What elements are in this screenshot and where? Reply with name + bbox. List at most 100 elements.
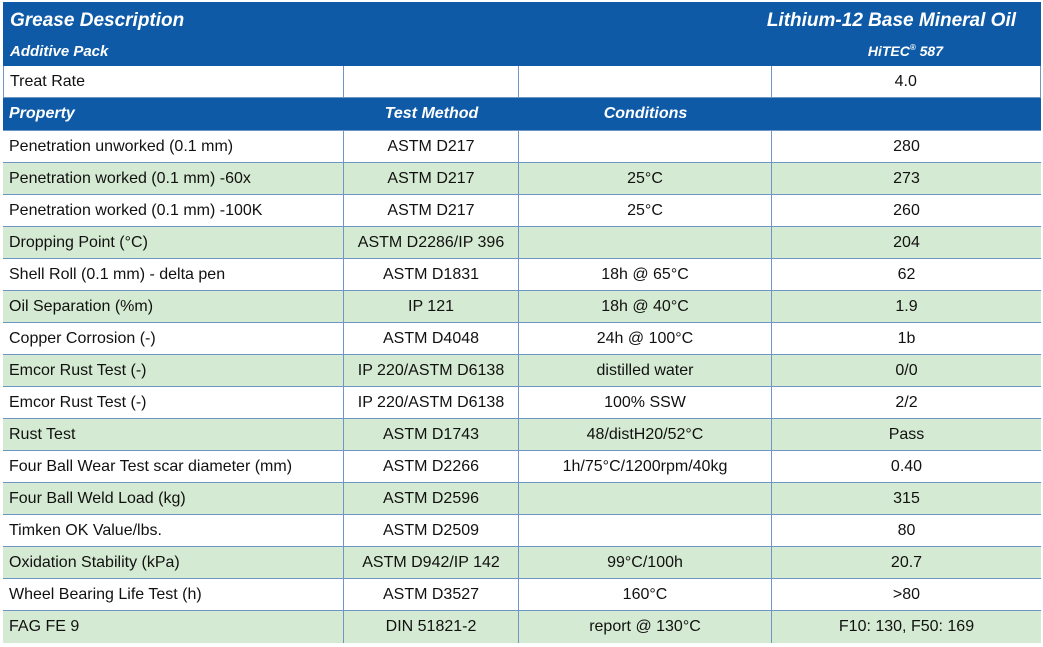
grease-description-heading: Grease Description [10,10,185,31]
table-row: Oil Separation (%m) IP 121 18h @ 40°C 1.… [3,291,1041,323]
property-cell: Shell Roll (0.1 mm) - delta pen [3,259,344,290]
column-header-test-method: Test Method [384,105,479,122]
value-cell: 62 [897,265,916,283]
table-row: Penetration worked (0.1 mm) -60x ASTM D2… [3,163,1041,195]
table-row: Shell Roll (0.1 mm) - delta pen ASTM D18… [3,259,1041,291]
treat-rate-empty-cell [519,66,772,97]
conditions-cell [519,227,772,258]
column-header-row: Property Test Method Conditions [3,98,1041,131]
conditions-cell: distilled water [519,355,772,386]
value-cell: 280 [893,137,920,155]
property-cell: Penetration unworked (0.1 mm) [3,131,344,162]
value-cell: 2/2 [895,393,918,411]
table-row: Oxidation Stability (kPa) ASTM D942/IP 1… [3,547,1041,579]
property-cell: Wheel Bearing Life Test (h) [3,579,344,610]
test-method-cell: DIN 51821-2 [344,611,519,643]
property-cell: Penetration worked (0.1 mm) -60x [3,163,344,194]
treat-rate-value: 4.0 [894,72,917,90]
table-row: Penetration unworked (0.1 mm) ASTM D217 … [3,131,1041,163]
conditions-cell: 160°C [519,579,772,610]
test-method-cell: ASTM D2596 [344,483,519,514]
conditions-cell: 25°C [519,195,772,226]
test-method-cell: ASTM D217 [344,195,519,226]
treat-rate-row: Treat Rate 4.0 [3,66,1041,98]
additive-brand: HiTEC [867,43,910,59]
value-cell: 0.40 [890,457,923,475]
test-method-cell: ASTM D4048 [344,323,519,354]
conditions-cell: 99°C/100h [519,547,772,578]
additive-name: HiTEC® 587 [868,43,943,59]
conditions-cell: 18h @ 65°C [519,259,772,290]
additive-number: 587 [915,43,943,59]
test-method-cell: ASTM D2266 [344,451,519,482]
column-header-value [772,98,1041,130]
test-method-cell: ASTM D942/IP 142 [344,547,519,578]
table-row: FAG FE 9 DIN 51821-2 report @ 130°C F10:… [3,611,1041,643]
treat-rate-empty-cell [344,66,519,97]
conditions-cell: report @ 130°C [519,611,772,643]
property-cell: Emcor Rust Test (-) [3,387,344,418]
value-cell: 1b [897,329,916,347]
property-cell: Oil Separation (%m) [3,291,344,322]
table-row: Copper Corrosion (-) ASTM D4048 24h @ 10… [3,323,1041,355]
test-method-cell: ASTM D217 [344,131,519,162]
column-header-conditions: Conditions [603,105,688,122]
registered-mark: ® [909,43,916,52]
property-cell: Four Ball Weld Load (kg) [3,483,344,514]
conditions-cell [519,483,772,514]
table-row: Dropping Point (°C) ASTM D2286/IP 396 20… [3,227,1041,259]
table-row: Four Ball Wear Test scar diameter (mm) A… [3,451,1041,483]
table-row: Penetration worked (0.1 mm) -100K ASTM D… [3,195,1041,227]
property-cell: Timken OK Value/lbs. [3,515,344,546]
table-row: Emcor Rust Test (-) IP 220/ASTM D6138 10… [3,387,1041,419]
conditions-cell: 24h @ 100°C [519,323,772,354]
value-cell: Pass [888,425,925,443]
property-cell: Emcor Rust Test (-) [3,355,344,386]
property-cell: Four Ball Wear Test scar diameter (mm) [3,451,344,482]
conditions-cell: 25°C [519,163,772,194]
value-cell: 273 [893,169,920,187]
property-cell: Copper Corrosion (-) [3,323,344,354]
property-cell: Oxidation Stability (kPa) [3,547,344,578]
conditions-cell [519,131,772,162]
value-cell: >80 [892,585,921,603]
test-method-cell: IP 121 [344,291,519,322]
property-cell: Rust Test [3,419,344,450]
test-method-cell: ASTM D1743 [344,419,519,450]
property-cell: Dropping Point (°C) [3,227,344,258]
conditions-cell: 18h @ 40°C [519,291,772,322]
additive-pack-heading: Additive Pack [10,43,109,60]
value-cell: 1.9 [895,297,918,315]
value-cell: 204 [893,233,920,251]
table-row: Rust Test ASTM D1743 48/distH20/52°C Pas… [3,419,1041,451]
column-header-property: Property [9,105,75,122]
property-cell: Penetration worked (0.1 mm) -100K [3,195,344,226]
value-cell: 80 [897,521,916,539]
conditions-cell: 100% SSW [519,387,772,418]
test-method-cell: ASTM D217 [344,163,519,194]
table-row: Four Ball Weld Load (kg) ASTM D2596 315 [3,483,1041,515]
table-row: Wheel Bearing Life Test (h) ASTM D3527 1… [3,579,1041,611]
value-cell: 0/0 [895,361,918,379]
property-cell: FAG FE 9 [3,611,344,643]
value-cell: 315 [893,489,920,507]
test-method-cell: ASTM D2509 [344,515,519,546]
test-method-cell: ASTM D1831 [344,259,519,290]
conditions-cell: 48/distH20/52°C [519,419,772,450]
test-method-cell: IP 220/ASTM D6138 [344,387,519,418]
value-cell: F10: 130, F50: 169 [838,618,975,635]
test-method-cell: IP 220/ASTM D6138 [344,355,519,386]
table-header: Grease Description Additive Pack Lithium… [3,2,1041,66]
test-method-cell: ASTM D2286/IP 396 [344,227,519,258]
table-row: Timken OK Value/lbs. ASTM D2509 80 [3,515,1041,547]
conditions-cell [519,515,772,546]
value-cell: 260 [893,201,920,219]
table-body: Penetration unworked (0.1 mm) ASTM D217 … [3,131,1041,643]
grease-spec-table: Grease Description Additive Pack Lithium… [3,2,1041,643]
value-cell: 20.7 [890,553,923,571]
product-heading: Lithium-12 Base Mineral Oil [766,10,1016,31]
conditions-cell: 1h/75°C/1200rpm/40kg [519,451,772,482]
treat-rate-label: Treat Rate [4,66,345,97]
test-method-cell: ASTM D3527 [344,579,519,610]
table-row: Emcor Rust Test (-) IP 220/ASTM D6138 di… [3,355,1041,387]
